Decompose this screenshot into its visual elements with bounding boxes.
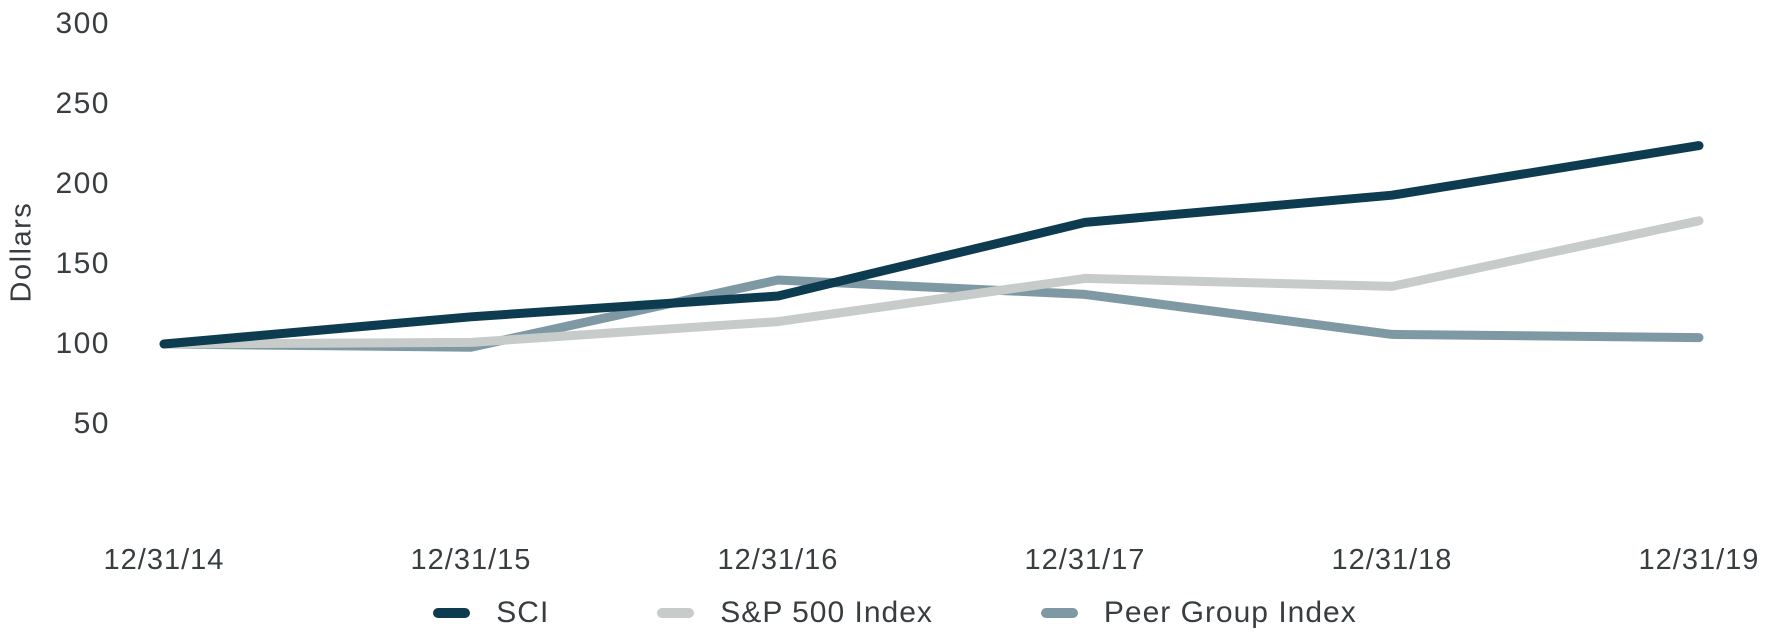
x-tick-label: 12/31/16 xyxy=(717,544,839,576)
legend-swatch-icon xyxy=(1040,608,1078,618)
x-tick-label: 12/31/17 xyxy=(1024,544,1146,576)
y-tick-label: 250 xyxy=(55,87,110,120)
y-tick-label: 200 xyxy=(55,167,110,200)
legend: SCI S&P 500 Index Peer Group Index xyxy=(0,596,1790,630)
series-line-s-p-500-index xyxy=(159,216,1704,349)
legend-label: Peer Group Index xyxy=(1103,596,1357,629)
legend-swatch-icon xyxy=(657,608,695,618)
series-line-peer-group-index xyxy=(159,275,1704,352)
y-tick-label: 100 xyxy=(55,327,110,360)
x-tick-label: 12/31/14 xyxy=(103,544,225,576)
x-tick-label: 12/31/18 xyxy=(1331,544,1453,576)
legend-item-s-p-500-index: S&P 500 Index xyxy=(657,596,933,630)
series-line-sci xyxy=(159,141,1704,349)
y-tick-label: 300 xyxy=(55,7,110,40)
legend-item-peer-group-index: Peer Group Index xyxy=(1040,596,1357,630)
x-tick-label: 12/31/15 xyxy=(410,544,532,576)
legend-label: S&P 500 Index xyxy=(720,596,933,629)
legend-item-sci: SCI xyxy=(433,596,549,630)
x-tick-label: 12/31/19 xyxy=(1638,544,1760,576)
y-tick-label: 150 xyxy=(55,247,110,280)
legend-label: SCI xyxy=(496,596,550,629)
legend-swatch-icon xyxy=(433,608,471,618)
y-tick-label: 50 xyxy=(73,407,110,440)
